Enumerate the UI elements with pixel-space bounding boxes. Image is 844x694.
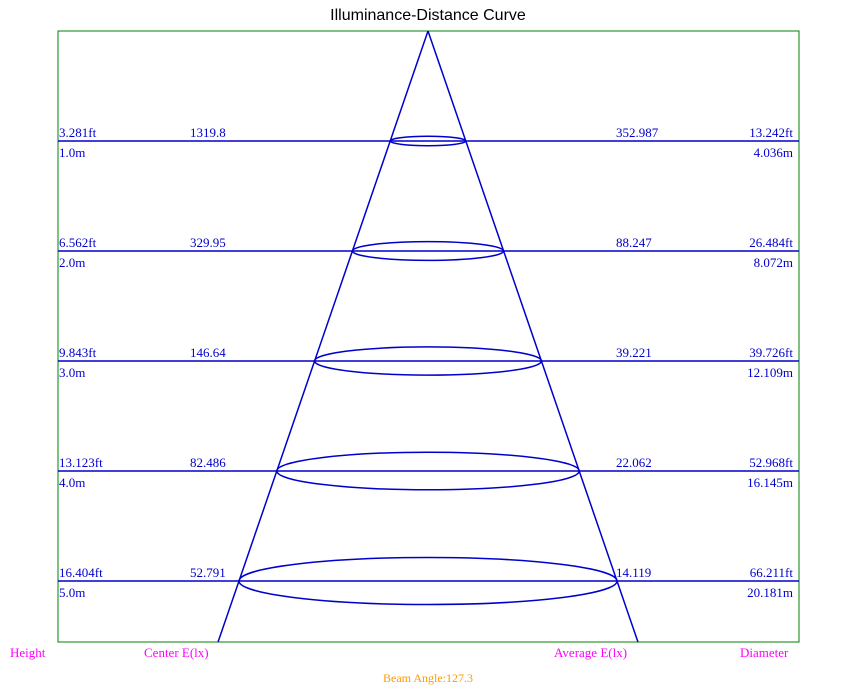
height-ft-label: 16.404ft (59, 565, 103, 580)
diameter-ft-label: 39.726ft (749, 345, 793, 360)
height-m-label: 1.0m (59, 145, 85, 160)
diameter-m-label: 8.072m (754, 255, 793, 270)
beam-angle-label: Beam Angle:127.3 (383, 671, 473, 685)
height-m-label: 3.0m (59, 365, 85, 380)
cone-right-edge (427, 30, 639, 643)
average-lux-label: 39.221 (616, 345, 652, 360)
height-m-label: 5.0m (59, 585, 85, 600)
footer-average-label: Average E(lx) (554, 645, 627, 660)
diameter-m-label: 20.181m (747, 585, 793, 600)
diameter-m-label: 16.145m (747, 475, 793, 490)
height-ft-label: 13.123ft (59, 455, 103, 470)
beam-ellipse (276, 451, 580, 491)
cone-left-edge (217, 30, 429, 643)
center-lux-label: 1319.8 (190, 125, 226, 140)
center-lux-label: 146.64 (190, 345, 226, 360)
diameter-ft-label: 26.484ft (749, 235, 793, 250)
center-lux-label: 329.95 (190, 235, 226, 250)
height-ft-label: 3.281ft (59, 125, 97, 140)
labels-layer: 3.281ft 1.0m 1319.8 352.987 13.242ft 4.036m 6.… (59, 125, 793, 600)
center-lux-label: 52.791 (190, 565, 226, 580)
diameter-m-label: 12.109m (747, 365, 793, 380)
plot-frame (57, 30, 800, 643)
diameter-ft-label: 13.242ft (749, 125, 793, 140)
beam-ellipse (389, 135, 467, 147)
beam-ellipse (313, 346, 543, 376)
rows-layer (58, 140, 799, 582)
footer-height-label: Height (10, 645, 46, 660)
average-lux-label: 352.987 (616, 125, 659, 140)
beam-ellipse (238, 556, 618, 606)
beam-ellipse (351, 240, 505, 262)
chart-title: Illuminance-Distance Curve (330, 7, 526, 24)
footer-center-label: Center E(lx) (144, 645, 209, 660)
diameter-ft-label: 52.968ft (749, 455, 793, 470)
height-m-label: 2.0m (59, 255, 85, 270)
diameter-m-label: 4.036m (754, 145, 793, 160)
height-ft-label: 9.843ft (59, 345, 97, 360)
center-lux-label: 82.486 (190, 455, 226, 470)
height-m-label: 4.0m (59, 475, 85, 490)
average-lux-label: 22.062 (616, 455, 652, 470)
average-lux-label: 88.247 (616, 235, 652, 250)
cone-layer (217, 30, 639, 643)
footer-diameter-label: Diameter (740, 645, 789, 660)
height-ft-label: 6.562ft (59, 235, 97, 250)
average-lux-label: 14.119 (616, 565, 651, 580)
diameter-ft-label: 66.211ft (750, 565, 794, 580)
